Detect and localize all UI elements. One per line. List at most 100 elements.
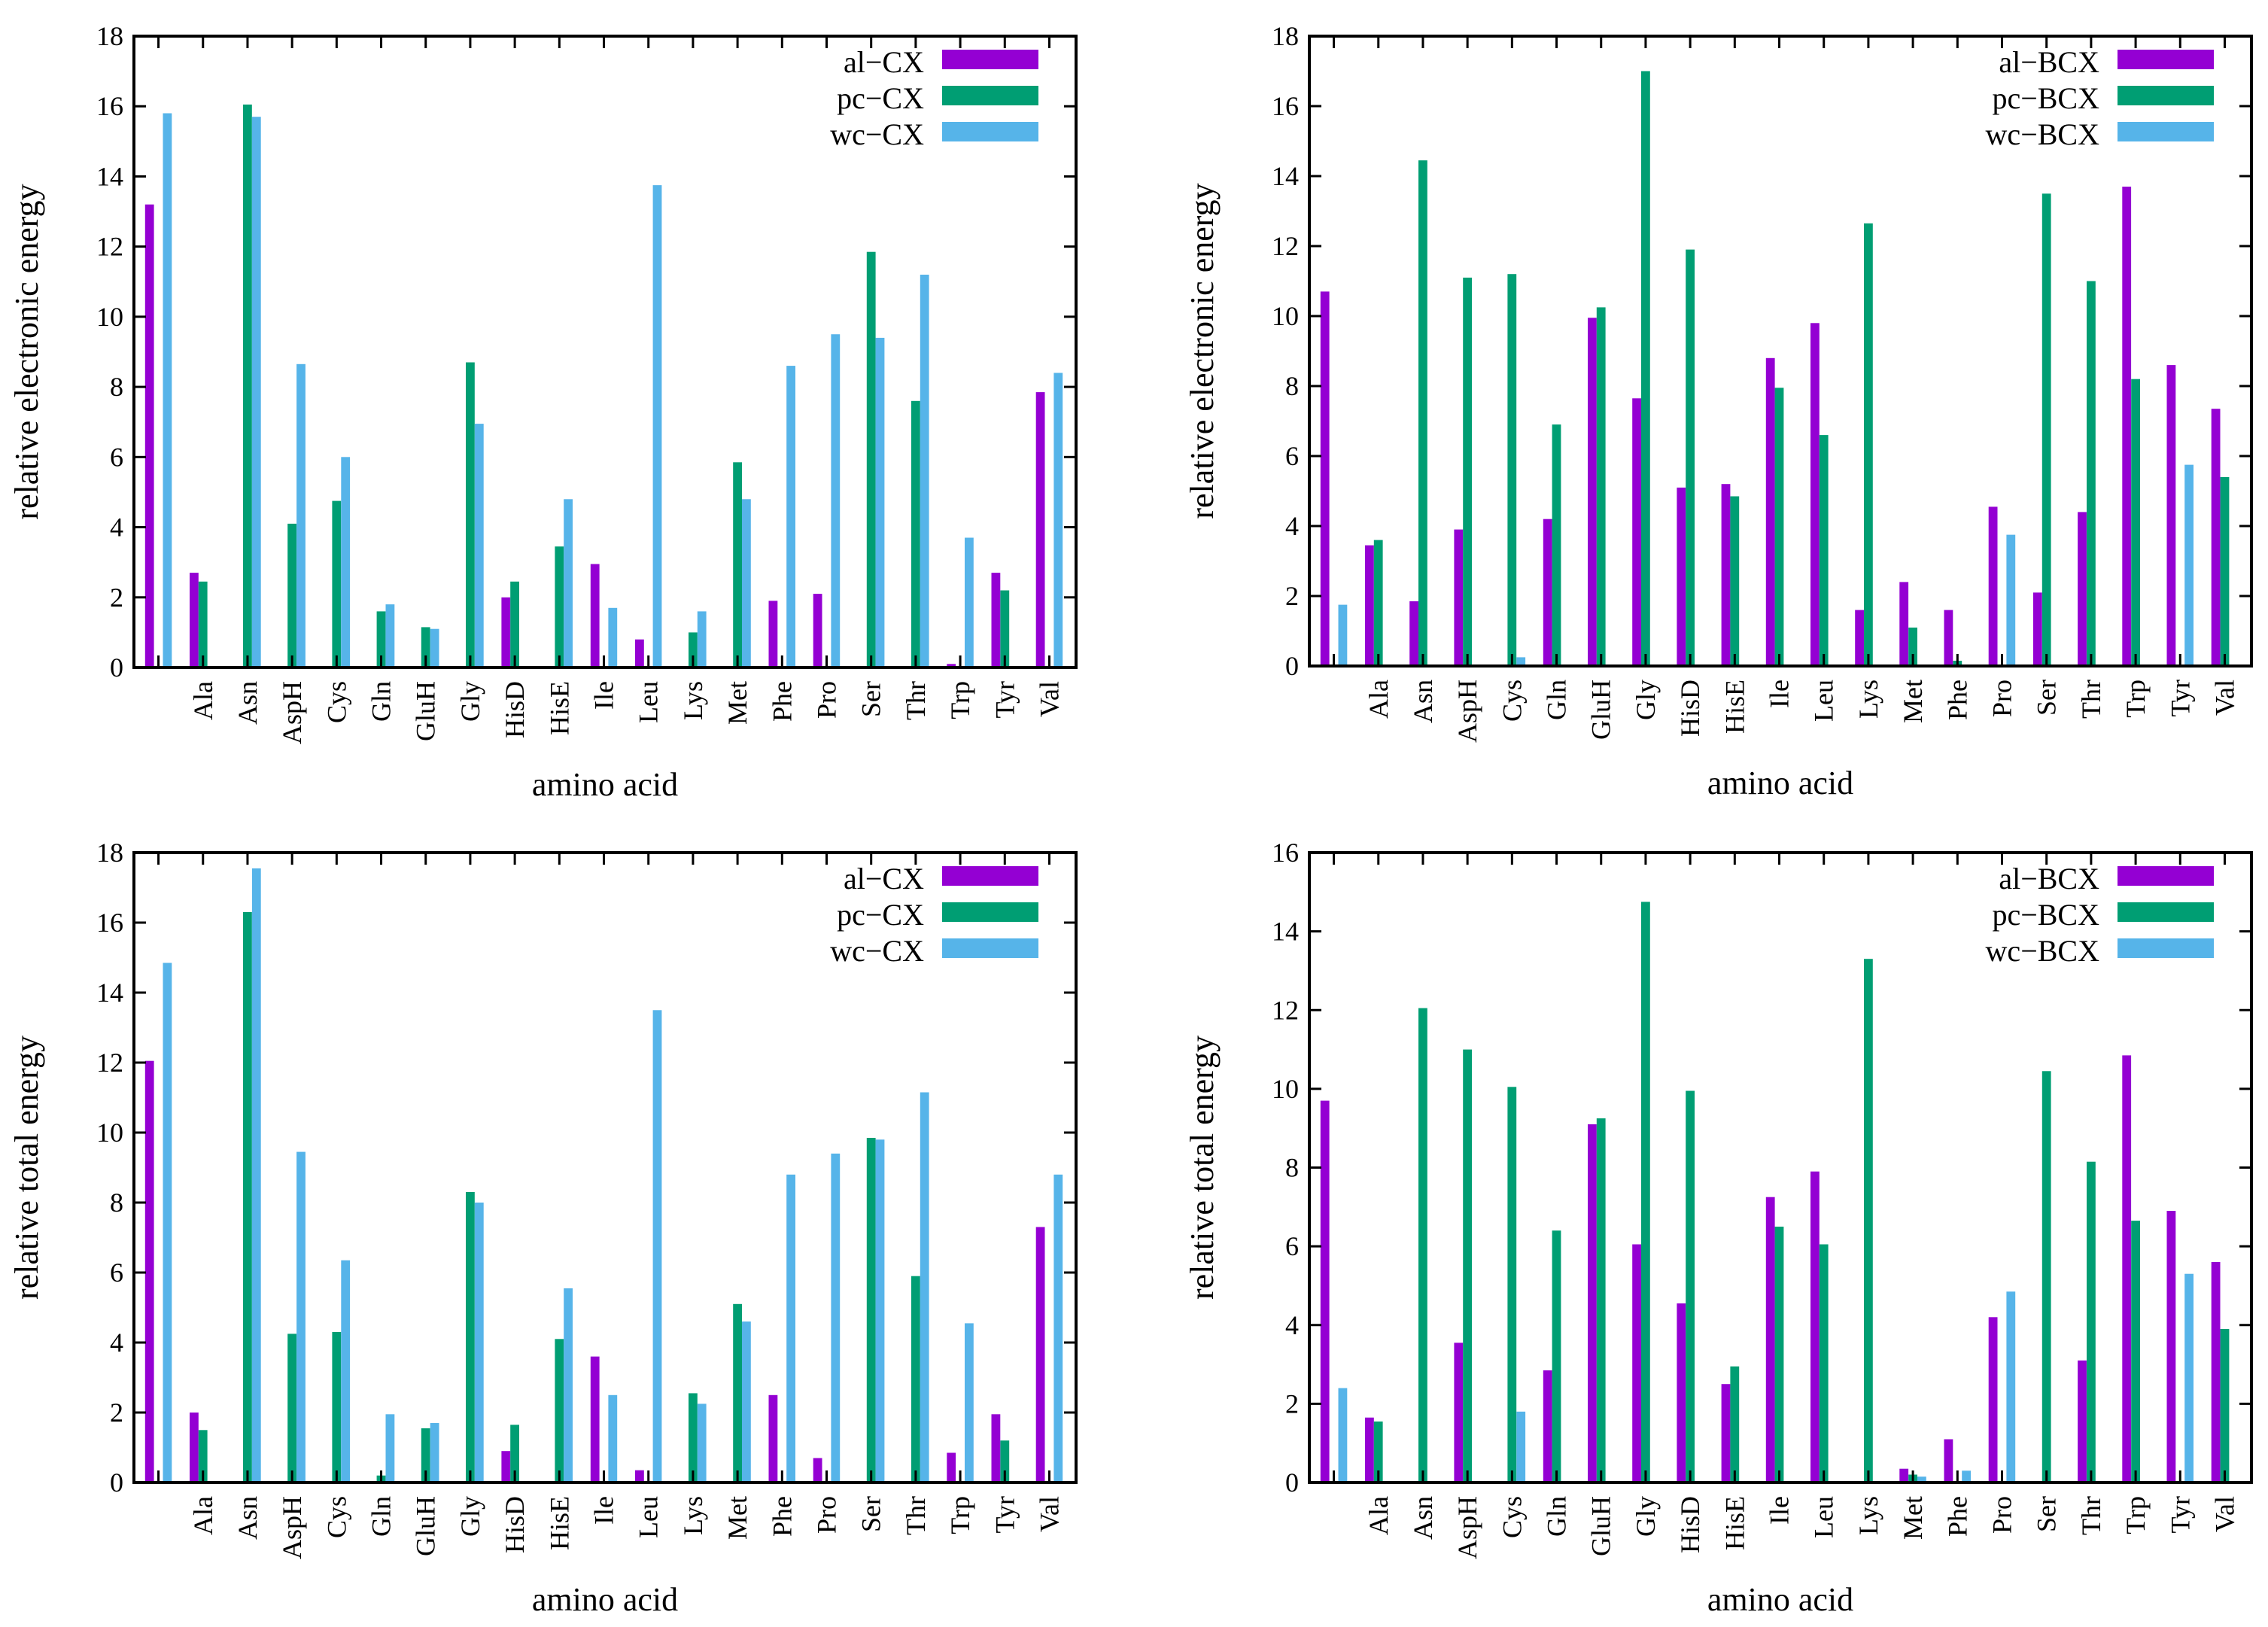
x-tick-label: Leu — [634, 681, 664, 723]
bar-al-bcx-val — [2211, 409, 2221, 666]
x-tick-label: Gly — [455, 681, 485, 722]
bar-pc-bcx-gluh — [1596, 307, 1606, 666]
bar-al-cx-tyr — [991, 573, 1001, 668]
x-tick-label: Phe — [767, 681, 797, 722]
y-tick-label: 8 — [1285, 1153, 1299, 1183]
bar-pc-bcx-leu — [1819, 1244, 1829, 1483]
bar-al-cx-leu — [635, 1470, 644, 1483]
bar-wc-cx-trp — [965, 1323, 974, 1483]
bar-al-cx-trp — [947, 1452, 956, 1483]
bar-al-bcx-tyr — [2166, 365, 2176, 666]
bar-wc-cx-thr — [920, 1092, 929, 1483]
x-tick-label: Trp — [2121, 680, 2151, 718]
bar-wc-cx-pro — [831, 1153, 841, 1483]
bar-pc-cx-gluh — [421, 1428, 430, 1483]
bar-wc-cx-lys — [697, 1403, 707, 1483]
x-tick-label: HisE — [1719, 1496, 1750, 1550]
y-axis-title: relative electronic energy — [8, 184, 45, 519]
bar-pc-bcx-ser — [2042, 193, 2051, 667]
bar-wc-cx-met — [742, 1321, 751, 1483]
bar-al-bcx-gluh — [1588, 1124, 1597, 1483]
x-tick-label: AspH — [1452, 1496, 1482, 1559]
bar-pc-bcx-thr — [2087, 1161, 2096, 1483]
x-tick-label: GluH — [411, 1496, 441, 1556]
x-tick-label: Phe — [1942, 680, 1972, 720]
x-tick-label: HisD — [500, 681, 530, 738]
bar-al-bcx-val — [2211, 1262, 2221, 1483]
x-tick-label: Lys — [1853, 680, 1883, 719]
x-tick-label: Leu — [1809, 1496, 1839, 1538]
bar-pc-cx-ala — [198, 1430, 208, 1483]
bar-wc-cx-thr — [920, 275, 929, 668]
bar-al-bcx-pro — [1988, 1317, 1998, 1483]
bar-pc-cx-gln — [376, 611, 386, 668]
bar-al-cx-ile — [590, 1356, 600, 1483]
y-tick-label: 2 — [110, 1397, 123, 1428]
legend-label: wc−CX — [830, 934, 924, 968]
bar-al-cx-pro — [813, 594, 822, 668]
bar-al-bcx-thr — [2078, 512, 2087, 666]
bar-al-bcx-ala — [1365, 1417, 1374, 1483]
x-tick-label: HisD — [1675, 680, 1705, 737]
x-tick-label: Gly — [1631, 1496, 1661, 1537]
bar-pc-bcx-leu — [1819, 435, 1829, 666]
legend-swatch — [2118, 902, 2214, 922]
bar-pc-bcx-ile — [1774, 1227, 1784, 1483]
y-tick-label: 4 — [1285, 1310, 1299, 1340]
x-tick-label: Gln — [1542, 1496, 1572, 1537]
bar-wc-cx-asph — [296, 1151, 306, 1483]
y-axis-title: relative total energy — [1184, 1036, 1221, 1300]
bar-al-cx-leu — [635, 639, 644, 668]
bar-wc-cx-gluh — [430, 1423, 439, 1483]
x-tick-label: Gln — [366, 1496, 397, 1537]
y-axis-title: relative electronic energy — [1184, 183, 1221, 519]
bar-wc-cx-gln — [385, 1414, 395, 1483]
y-tick-label: 10 — [96, 1118, 123, 1148]
x-tick-label: Asn — [1408, 1496, 1438, 1540]
bar-al-bcx-ser — [2032, 592, 2042, 666]
y-tick-label: 8 — [1285, 371, 1299, 401]
legend-swatch — [2118, 86, 2214, 105]
legend-swatch — [942, 50, 1038, 69]
bar-al-bcx-blank — [1320, 291, 1330, 666]
x-tick-label: Tyr — [990, 681, 1020, 718]
bar-pc-cx-asph — [287, 1334, 296, 1483]
bar-pc-bcx-gly — [1641, 902, 1650, 1483]
x-tick-label: GluH — [1586, 680, 1616, 740]
bar-pc-bcx-val — [2220, 476, 2230, 666]
bar-pc-cx-lys — [689, 1393, 698, 1483]
y-tick-label: 10 — [1272, 1074, 1299, 1104]
x-tick-label: Tyr — [2165, 680, 2195, 716]
bar-al-cx-blank — [144, 1060, 154, 1483]
bar-al-cx-trp — [947, 664, 956, 668]
x-axis-title: amino acid — [532, 766, 678, 803]
bar-pc-bcx-hisd — [1686, 249, 1695, 667]
legend-label: al−CX — [844, 862, 924, 896]
bar-pc-cx-asph — [287, 523, 296, 668]
y-tick-label: 2 — [110, 582, 123, 613]
bar-wc-cx-gluh — [430, 628, 439, 668]
y-tick-label: 16 — [1272, 838, 1299, 868]
y-tick-label: 8 — [110, 372, 123, 402]
x-tick-label: Lys — [678, 681, 708, 720]
bar-pc-cx-tyr — [1000, 590, 1010, 668]
bar-al-bcx-hise — [1721, 1384, 1731, 1483]
chart-panel-3: 0 2 4 6 8 10 12 14 16 18 Ala Asn AspH Cys Gln GluH Gly Hi… — [8, 838, 1078, 1618]
legend-swatch — [942, 122, 1038, 141]
legend-label: al−BCX — [1999, 862, 2099, 896]
bar-al-bcx-leu — [1810, 323, 1820, 666]
bar-pc-bcx-lys — [1864, 959, 1873, 1483]
bar-pc-cx-thr — [911, 1276, 920, 1483]
legend-label: wc−CX — [830, 117, 924, 151]
legend-swatch — [942, 86, 1038, 105]
bar-al-bcx-pro — [1988, 506, 1998, 666]
bar-wc-cx-ser — [875, 1139, 885, 1483]
y-tick-label: 6 — [1285, 441, 1299, 471]
x-tick-label: Leu — [1809, 680, 1839, 722]
legend-label: pc−BCX — [1992, 898, 2099, 932]
bar-pc-cx-gly — [466, 1192, 475, 1483]
bar-al-cx-phe — [768, 601, 778, 668]
y-tick-label: 12 — [1272, 231, 1299, 261]
x-tick-label: Lys — [1853, 1496, 1883, 1535]
